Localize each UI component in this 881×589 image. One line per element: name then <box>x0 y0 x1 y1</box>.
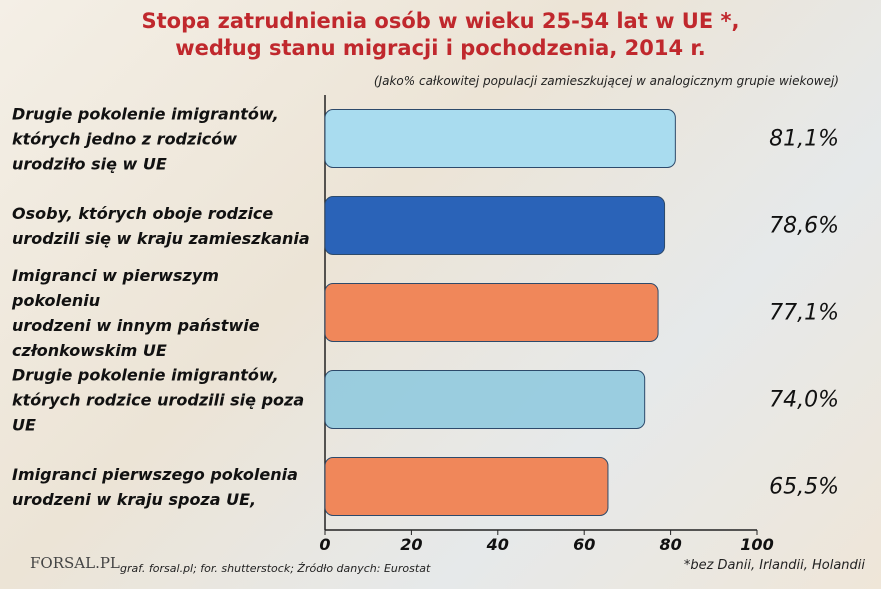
source: graf. forsal.pl; for. shutterstock; Źród… <box>120 562 431 575</box>
category-label: Drugie pokolenie imigrantów, których jed… <box>12 104 279 173</box>
bar <box>324 370 646 429</box>
value-label: 78,6% <box>769 213 839 238</box>
bar <box>324 109 676 168</box>
bar <box>324 196 666 255</box>
category-label: Osoby, których oboje rodzice urodzili si… <box>12 203 310 248</box>
chart-title: Stopa zatrudnienia osób w wieku 25-54 la… <box>141 9 740 60</box>
bar <box>324 457 609 516</box>
x-tick-label: 0 <box>319 535 330 554</box>
value-label: 81,1% <box>769 126 839 151</box>
category-label: Drugie pokolenie imigrantów, których rod… <box>12 365 305 434</box>
x-tick-label: 60 <box>573 535 595 554</box>
value-label: 74,0% <box>769 387 839 412</box>
x-tick-label: 80 <box>659 535 681 554</box>
category-label: Imigranci pierwszego pokolenia urodzeni … <box>12 464 298 509</box>
x-tick-label: 100 <box>740 535 773 554</box>
x-tick-label: 40 <box>486 535 509 554</box>
chart-subtitle: (Jako% całkowitej populacji zamieszkując… <box>373 74 839 88</box>
logo: FORSAL.PL <box>30 554 120 572</box>
category-label: Imigranci w pierwszym pokoleniu urodzeni… <box>12 265 260 360</box>
x-tick-label: 20 <box>400 535 422 554</box>
value-label: 77,1% <box>769 300 839 325</box>
bar <box>324 283 659 342</box>
footnote: *bez Danii, Irlandii, Holandii <box>683 558 865 573</box>
value-label: 65,5% <box>769 474 839 499</box>
